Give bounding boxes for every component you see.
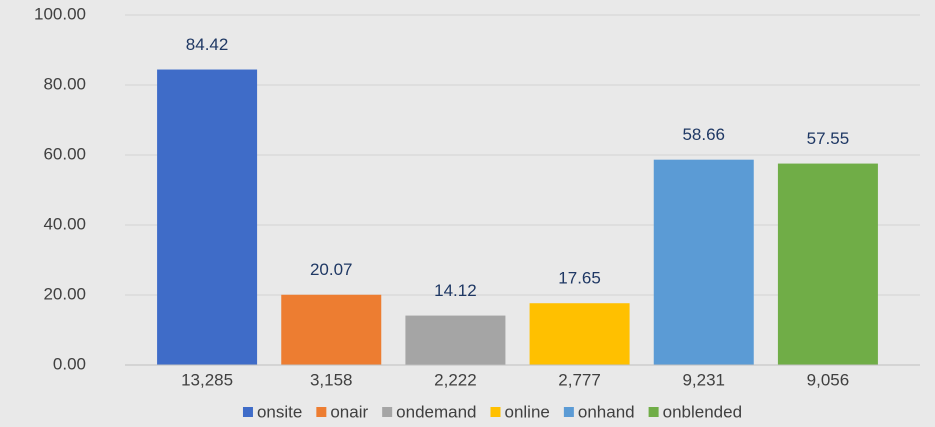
legend-swatch [382, 407, 393, 417]
y-tick-label: 100.00 [34, 4, 86, 23]
x-tick-label: 3,158 [310, 370, 353, 389]
bar [777, 163, 878, 365]
legend-label: ondemand [396, 402, 476, 421]
legend-swatch [316, 407, 327, 417]
legend-swatch [563, 407, 574, 417]
bar [653, 159, 754, 365]
x-tick-label: 13,285 [181, 370, 233, 389]
bar [157, 69, 258, 365]
bar [281, 294, 382, 365]
value-label: 57.55 [807, 129, 850, 148]
x-tick-label: 2,777 [558, 370, 601, 389]
value-label: 58.66 [682, 125, 725, 144]
legend-swatch [242, 407, 253, 417]
y-tick-label: 0.00 [53, 354, 86, 373]
x-tick-label: 9,056 [807, 370, 850, 389]
legend-label: onair [330, 402, 368, 421]
y-tick-label: 40.00 [43, 214, 86, 233]
legend-label: online [505, 402, 550, 421]
y-tick-label: 20.00 [43, 284, 86, 303]
y-tick-label: 80.00 [43, 74, 86, 93]
legend-label: onhand [578, 402, 635, 421]
value-label: 14.12 [434, 281, 477, 300]
legend-label: onblended [663, 402, 742, 421]
value-label: 84.42 [186, 35, 229, 54]
x-tick-label: 2,222 [434, 370, 477, 389]
legend-swatch [648, 407, 659, 417]
bar [529, 303, 630, 365]
y-tick-label: 60.00 [43, 144, 86, 163]
value-label: 17.65 [558, 269, 601, 288]
legend-swatch [490, 407, 501, 417]
bar [405, 315, 506, 365]
legend-label: onsite [257, 402, 302, 421]
x-tick-label: 9,231 [682, 370, 725, 389]
value-label: 20.07 [310, 260, 353, 279]
